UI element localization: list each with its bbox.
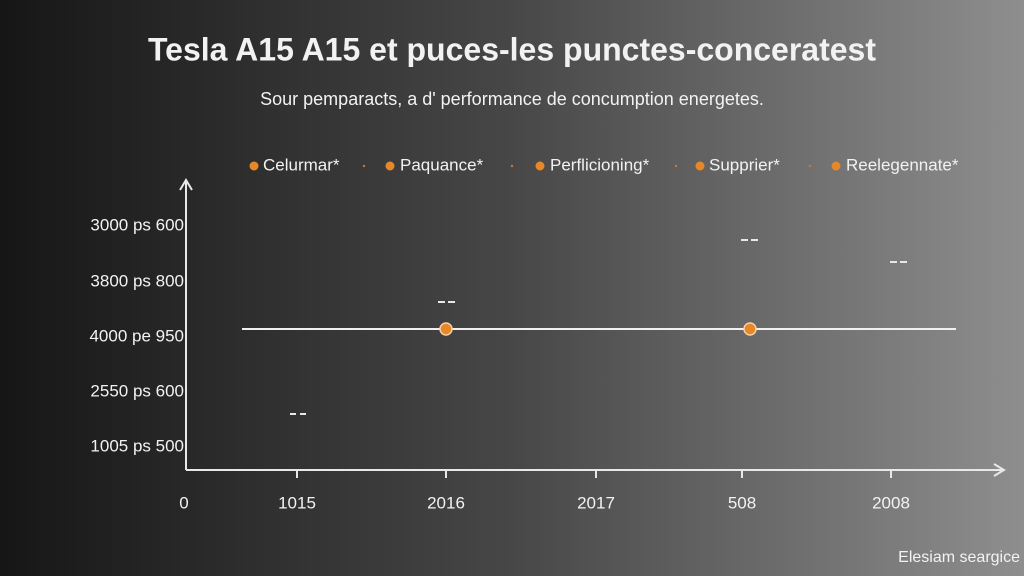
separator	[362, 164, 366, 168]
y-tick-label: 3800 ps 800	[90, 271, 184, 290]
footer: Elesiam seargice	[898, 549, 1020, 566]
point	[439, 322, 453, 336]
x-tick-label: 508	[728, 493, 756, 512]
chart-title: Tesla A15 A15 et puces-les punctes-conce…	[148, 31, 876, 67]
point	[743, 322, 757, 336]
legend-label: Paquance*	[400, 155, 484, 174]
separator	[510, 164, 514, 168]
legend: Celurmar* Paquance* Perflicioning* Suppr…	[249, 155, 959, 174]
x-tick-label: 2008	[872, 493, 910, 512]
legend-dot	[695, 161, 705, 171]
legend-dot	[535, 161, 545, 171]
legend-dot	[249, 161, 259, 171]
legend-label: Perflicioning*	[550, 155, 650, 174]
dash-marks	[290, 239, 907, 415]
legend-label: Reelegennate*	[846, 155, 959, 174]
y-tick-label: 2550 ps 600	[90, 381, 184, 400]
x-tick-label: 1015	[278, 493, 316, 512]
x-ticks	[296, 470, 892, 478]
x-tick-label: 2016	[427, 493, 465, 512]
separator	[808, 164, 812, 168]
x-tick-label: 0	[179, 493, 188, 512]
legend-dot	[831, 161, 841, 171]
legend-dot	[385, 161, 395, 171]
y-tick-label: 4000 pe 950	[89, 326, 184, 345]
y-tick-label: 1005 ps 500	[90, 436, 184, 455]
legend-label: Supprier*	[709, 155, 780, 174]
x-axis	[186, 463, 1006, 477]
x-tick-label: 2017	[577, 493, 615, 512]
y-axis	[179, 178, 193, 470]
separator	[674, 164, 678, 168]
y-tick-label: 3000 ps 600	[90, 215, 184, 234]
chart-subtitle: Sour pemparacts, a d' performance de con…	[260, 89, 764, 109]
legend-label: Celurmar*	[263, 155, 340, 174]
